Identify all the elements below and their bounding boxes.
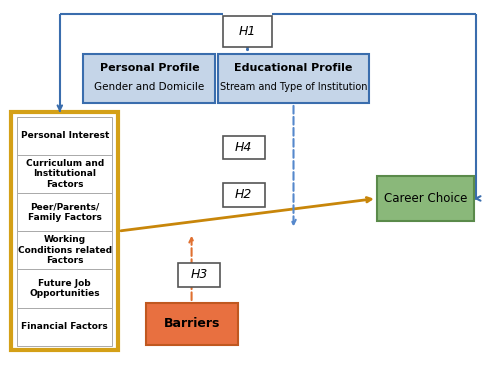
FancyBboxPatch shape [12,112,118,350]
FancyBboxPatch shape [18,155,112,193]
Text: H3: H3 [190,268,208,281]
FancyBboxPatch shape [18,116,112,155]
FancyBboxPatch shape [84,54,215,103]
Text: Future Job
Opportunities: Future Job Opportunities [30,279,100,298]
FancyBboxPatch shape [377,176,474,221]
Text: Barriers: Barriers [164,317,220,330]
Text: Personal Interest: Personal Interest [20,131,109,140]
Text: Personal Profile: Personal Profile [100,63,199,74]
FancyBboxPatch shape [18,193,112,231]
Text: Financial Factors: Financial Factors [22,322,108,331]
Text: Stream and Type of Institution: Stream and Type of Institution [220,82,368,92]
FancyBboxPatch shape [18,231,112,269]
FancyBboxPatch shape [18,269,112,307]
Text: Educational Profile: Educational Profile [234,63,352,74]
FancyBboxPatch shape [222,16,272,47]
Text: H2: H2 [235,188,252,201]
FancyBboxPatch shape [178,263,220,287]
FancyBboxPatch shape [222,136,265,159]
Text: Working
Conditions related
Factors: Working Conditions related Factors [18,235,112,265]
FancyBboxPatch shape [218,54,370,103]
FancyBboxPatch shape [222,183,265,207]
Text: H4: H4 [235,141,252,154]
Text: Curriculum and
Institutional
Factors: Curriculum and Institutional Factors [26,159,104,189]
Text: Peer/Parents/
Family Factors: Peer/Parents/ Family Factors [28,202,102,222]
Text: H1: H1 [239,25,256,38]
FancyBboxPatch shape [18,307,112,346]
Text: Gender and Domicile: Gender and Domicile [94,82,204,92]
FancyBboxPatch shape [146,303,238,345]
Text: Career Choice: Career Choice [384,192,467,205]
